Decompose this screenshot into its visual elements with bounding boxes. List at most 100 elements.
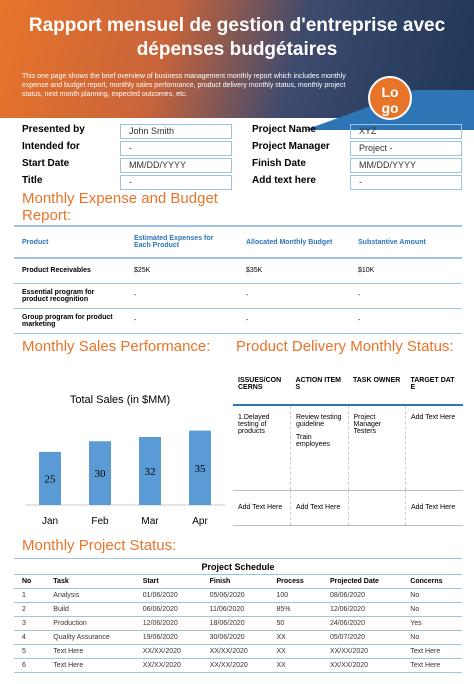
cell: XX/XX/2020: [142, 648, 181, 655]
header-row: ISSUES/CONCERNS ACTION ITEMS TASK OWNER TAR…: [233, 375, 463, 406]
cell: $25K: [134, 267, 151, 275]
info-value: -: [120, 141, 232, 156]
x-tick-label: Jan: [42, 516, 58, 527]
cell-text: Train employees: [296, 434, 330, 448]
cell-text: Project Manager Testers: [353, 414, 382, 435]
info-label: Title: [22, 175, 43, 186]
header-cell: ACTION ITEMS: [290, 375, 348, 406]
row: 3 Production 12/06/2020 18/06/2020 50 24/06/2…: [14, 616, 462, 631]
cell: Project Manager Testers: [347, 405, 406, 490]
logo: Logo: [368, 76, 412, 120]
info-label: Project Manager: [252, 141, 330, 152]
info-value: -: [350, 175, 462, 190]
bar: [189, 430, 211, 505]
info-label: Add text here: [252, 175, 316, 186]
value-label: 30: [95, 468, 107, 480]
table: Project Schedule No Task Start Finish Process…: [14, 558, 462, 673]
row: Product Receivables $25K $35K $10K: [14, 258, 462, 283]
cell: Quality Assurance: [53, 634, 110, 641]
cell: Add Text Here: [290, 490, 348, 525]
cell: -: [246, 317, 249, 324]
cell: 30/06/2020: [209, 634, 245, 641]
cell: 50: [276, 620, 285, 627]
cell-text: Add Text Here: [238, 504, 283, 511]
header-cell: TASK OWNER: [348, 375, 406, 406]
chart-title: Total Sales (in $MM): [70, 394, 170, 406]
description: This one page shows the brief overview o…: [22, 73, 346, 98]
cell: Product Receivables: [22, 267, 91, 275]
title-row: Project Schedule: [14, 558, 462, 575]
cell: 12/06/2020: [142, 620, 178, 627]
cell: -: [358, 292, 361, 299]
cell: 1.Delayed testing of products: [233, 405, 291, 490]
info-label: Finish Date: [252, 158, 306, 169]
cell: 100: [276, 592, 289, 599]
table: ISSUES/CONCERNS ACTION ITEMS TASK OWNER TAR…: [233, 375, 463, 526]
header-cell: Product: [22, 238, 49, 246]
project-table: Project Schedule No Task Start Finish Process…: [14, 558, 462, 673]
cell: Review testing guideline Train employees: [290, 405, 348, 490]
cell: Essential program for product recognitio…: [22, 288, 95, 303]
delivery-table: ISSUES/CONCERNS ACTION ITEMS TASK OWNER TAR…: [233, 375, 463, 526]
cell: Add Text Here: [233, 490, 291, 525]
cell: XX/XX/2020: [142, 662, 181, 669]
cell: Production: [53, 620, 87, 627]
cell: Analysis: [53, 592, 80, 599]
value-label: 32: [145, 466, 156, 478]
info-value: John Smith: [120, 124, 232, 139]
cell: Text Here: [410, 662, 441, 669]
section-title: Monthly Expense and Budget Report:: [22, 190, 218, 224]
cell: Text Here: [410, 648, 441, 655]
cell: 3: [22, 620, 26, 627]
header-row: No Task Start Finish Process Projected Date Co…: [14, 574, 462, 589]
header-cell: No: [22, 578, 32, 585]
cell: Group program for product marketing: [22, 313, 113, 328]
cell: 24/06/2020: [329, 620, 365, 627]
cell: No: [410, 606, 420, 613]
x-tick-label: Feb: [91, 516, 109, 527]
header-cell: Process: [276, 578, 304, 585]
header-cell: Concerns: [410, 578, 443, 585]
cell: Add Text Here: [405, 490, 463, 525]
cell: XX/XX/2020: [329, 662, 369, 669]
info-label: Start Date: [22, 158, 70, 169]
info-value: -: [120, 175, 232, 190]
cell: $10K: [358, 267, 375, 275]
cell: [347, 490, 406, 525]
cell: 2: [22, 606, 26, 613]
header-row: Product Estimated Expenses for Each Produ…: [14, 226, 462, 258]
table-title: Project Schedule: [201, 561, 275, 572]
cell: 11/06/2020: [209, 606, 245, 613]
cell: Text Here: [53, 662, 84, 669]
cell: 4: [22, 634, 26, 641]
row: Group program for product marketing - - -: [14, 308, 462, 333]
cell-text: Add Text Here: [296, 504, 341, 511]
cell: XX/XX/2020: [329, 648, 369, 655]
row: Add Text Here Add Text Here Add Text Here: [233, 490, 463, 525]
row: 6 Text Here XX/XX/2020 XX/XX/2020 XX XX/XX/20…: [14, 659, 462, 673]
header-cell: Start: [142, 578, 159, 585]
row: 1.Delayed testing of products Review test…: [233, 405, 463, 490]
table: Product Estimated Expenses for Each Produ…: [14, 225, 462, 334]
value-label: 25: [45, 473, 57, 485]
cell: 08/06/2020: [329, 592, 365, 599]
info-value: XYZ: [350, 124, 462, 139]
cell-text: Review testing guideline: [296, 414, 342, 428]
cell: -: [134, 317, 137, 324]
bar: [139, 437, 161, 505]
cell: 05/06/2020: [209, 592, 245, 599]
row: 4 Quality Assurance 19/06/2020 30/06/2020 XX…: [14, 631, 462, 645]
cell: 01/06/2020: [142, 592, 178, 599]
row: 1 Analysis 01/06/2020 05/06/2020 100 08/06/20…: [14, 588, 462, 603]
x-tick-label: Mar: [141, 516, 159, 527]
sales-chart: Total Sales (in $MM) 25 Jan 30 Feb 32 Mar 35 Apr: [25, 394, 225, 527]
header-cell: Substantive Amount: [358, 238, 426, 246]
header-cell: ISSUES/CONCERNS: [233, 375, 291, 406]
header-cell: TARGET DATE: [405, 375, 463, 406]
title: Rapport mensuel de gestion d'entreprise …: [28, 15, 446, 60]
cell: 18/06/2020: [209, 620, 245, 627]
cell: 12/06/2020: [329, 606, 365, 613]
cell: $35K: [246, 267, 263, 275]
cell: -: [134, 292, 137, 299]
